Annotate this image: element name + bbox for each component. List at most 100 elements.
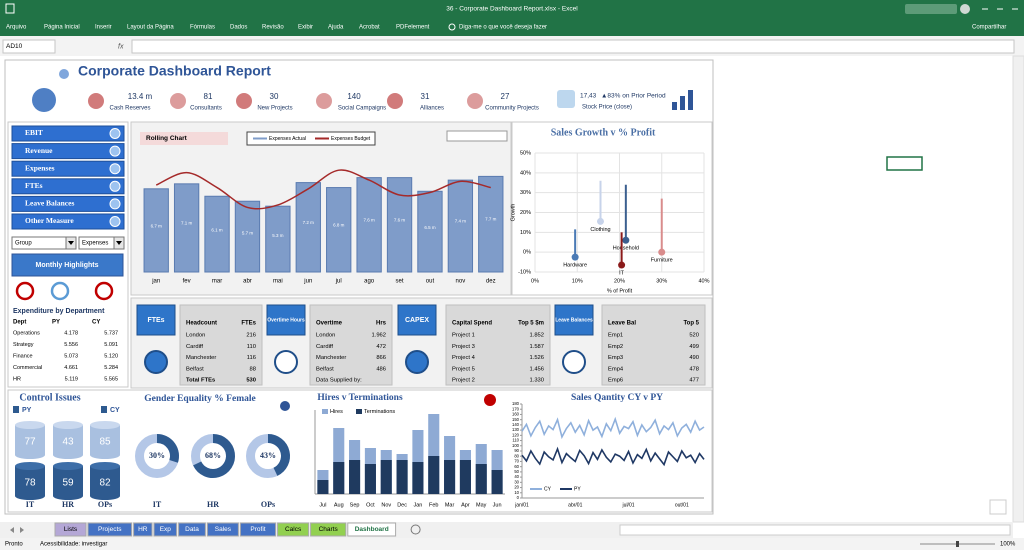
x-tick-label: ago — [364, 279, 375, 285]
dropdown[interactable]: Expenses — [82, 241, 108, 247]
menu-button[interactable]: EBIT — [25, 128, 43, 137]
table-cell: 866 — [376, 355, 386, 361]
menu-button-bg — [11, 143, 125, 160]
menu-button-bg — [11, 213, 125, 230]
expenditure-cell: 5.737 — [104, 330, 118, 336]
sheet-tab[interactable]: Sales — [215, 526, 232, 533]
menu-button-bg — [11, 195, 125, 212]
window-title: 36 - Corporate Dashboard Report.xlsx - E… — [446, 6, 578, 13]
table-bg — [445, 304, 551, 386]
kpi-label: Cash Reserves — [109, 106, 150, 112]
x-tick-label: May — [476, 502, 487, 508]
table-cell: 110 — [247, 344, 256, 350]
cylinder — [90, 462, 120, 500]
ribbon-tab[interactable]: Acrobat — [359, 25, 380, 31]
y-tick-label: 20% — [520, 210, 531, 216]
cylinder-part — [53, 466, 83, 496]
sales-line — [521, 446, 705, 467]
tab-nav — [10, 527, 24, 533]
stock-label: Stock Price (close) — [582, 105, 632, 111]
menu-button[interactable]: Other Measure — [25, 216, 74, 225]
ribbon-tab[interactable]: Exibir — [298, 25, 313, 31]
table-icon — [562, 350, 586, 374]
cylinder-part — [53, 492, 83, 500]
sheet-tab[interactable]: Calcs — [285, 526, 302, 533]
expenditure-cell: 5.556 — [64, 342, 78, 348]
ribbon-tab[interactable]: Ajuda — [328, 25, 344, 31]
table-cell: Project 3 — [452, 344, 475, 350]
table-button[interactable]: Leave Balances — [555, 317, 593, 323]
data-label: 6.7 m — [151, 223, 163, 228]
ribbon-tab[interactable]: Layout da Página — [127, 25, 174, 31]
menu-button[interactable]: Revenue — [25, 146, 53, 155]
ribbon-tab[interactable]: Arquivo — [6, 25, 27, 31]
ribbon-tab[interactable]: Página Inicial — [44, 25, 80, 31]
kpi-icon — [170, 93, 186, 109]
data-label: 78 — [24, 478, 36, 489]
y-tick-label: 180 — [512, 401, 520, 406]
table-bg — [179, 304, 263, 386]
sheet-tab[interactable]: Exp — [160, 526, 172, 533]
data-label: 7.6 m — [394, 217, 406, 222]
category-label: OPs — [261, 500, 275, 509]
expenditure-cell: 5.565 — [104, 376, 118, 382]
x-tick-label: jun — [303, 279, 312, 285]
menu-button[interactable]: Leave Balances — [25, 199, 74, 208]
table-button[interactable]: Overtime Hours — [267, 317, 305, 323]
table-cell: 116 — [247, 355, 256, 361]
rolling-title-bg — [140, 132, 228, 145]
table-button[interactable]: CAPEX — [405, 317, 429, 324]
table-button[interactable]: FTEs — [147, 317, 164, 324]
bar — [412, 462, 424, 494]
chart-title: Rolling Chart — [146, 135, 188, 142]
sheet-tab[interactable]: Dashboard — [355, 526, 389, 533]
tell-me-search[interactable]: Diga-me o que você deseja fazer — [459, 25, 547, 31]
y-tick-label: 10 — [514, 490, 519, 495]
point-label: Hardware — [563, 263, 587, 269]
sheet-tab[interactable]: Projects — [98, 526, 122, 533]
x-tick-label: abr/01 — [568, 502, 582, 508]
ribbon-tab[interactable]: PDFelement — [396, 25, 430, 31]
category-label: HR — [62, 500, 74, 509]
point-label: Household — [613, 246, 639, 252]
sheet-tab[interactable]: Profit — [250, 526, 265, 533]
chart-title: Sales Qantity CY v PY — [571, 393, 663, 403]
data-label: 7.6 m — [363, 217, 375, 222]
point — [618, 261, 626, 269]
cylinder-part — [53, 451, 83, 459]
ribbon-tab[interactable]: Dados — [230, 25, 247, 31]
chart-title: Control Issues — [19, 392, 80, 403]
menu-button[interactable]: FTEs — [25, 181, 43, 190]
table-cell: Cardiff — [316, 344, 333, 350]
point-label: Clothing — [590, 227, 610, 233]
sheet-tab[interactable]: Data — [185, 526, 199, 533]
sheet-tab-bg — [206, 522, 239, 537]
kpi-value: 27 — [501, 92, 510, 101]
ribbon-tab[interactable]: Fórmulas — [190, 25, 215, 31]
sheet-tab[interactable]: Lists — [64, 526, 78, 533]
chart-title: Hires v Terminations — [317, 393, 403, 403]
cylinder-part — [53, 421, 83, 429]
sheet-tab[interactable]: HR — [138, 526, 148, 533]
name-box-text[interactable]: AD10 — [6, 43, 23, 50]
y-tick-label: -10% — [518, 269, 531, 275]
sheet-tab[interactable]: Charts — [319, 526, 339, 533]
share-button[interactable]: Compartilhar — [972, 25, 1006, 31]
expenditure-cell: 4.661 — [64, 365, 78, 371]
legend-label: CY — [110, 407, 120, 414]
bar — [478, 175, 504, 273]
menu-button[interactable]: Expenses — [25, 163, 55, 172]
ribbon-tab[interactable]: Revisão — [262, 25, 284, 31]
monthly-highlights-button[interactable]: Monthly Highlights — [36, 262, 99, 269]
ribbon-tab[interactable]: Inserir — [95, 25, 112, 31]
zoom-thumb — [956, 541, 959, 547]
cylinder-part — [90, 451, 120, 459]
menu-button-bg — [11, 160, 125, 177]
x-tick-label: jul — [335, 279, 342, 285]
dropdown[interactable]: Group — [15, 241, 32, 247]
stock-icon — [557, 90, 575, 108]
bar — [396, 460, 408, 494]
y-tick-label: 100 — [512, 443, 520, 448]
y-tick-label: 70 — [514, 459, 519, 464]
